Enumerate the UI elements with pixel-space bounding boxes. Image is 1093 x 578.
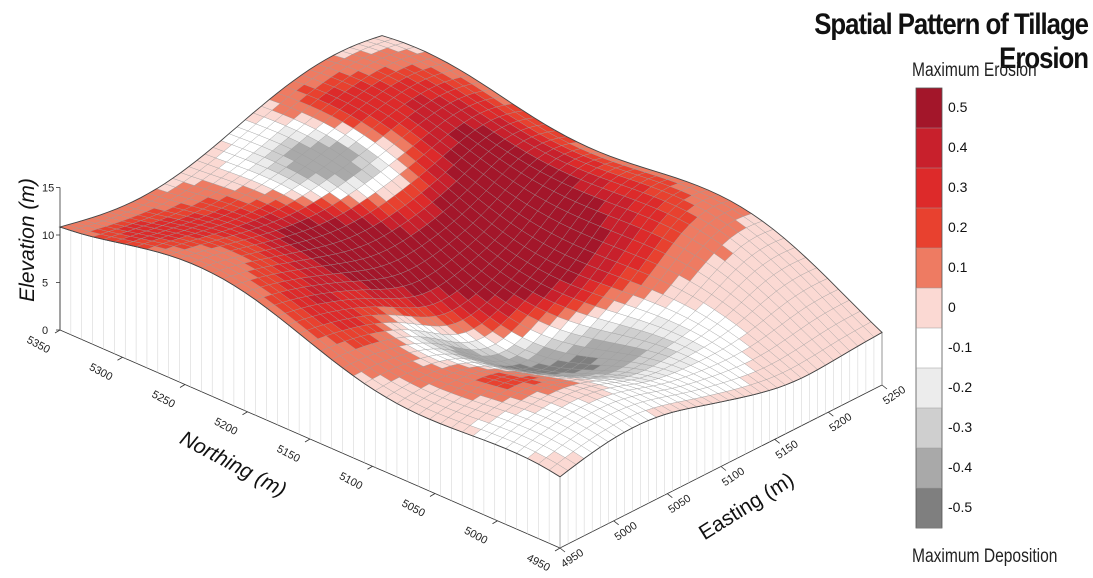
northing-tick xyxy=(367,465,373,470)
legend-top-label: Maximum Erosion xyxy=(912,60,1037,81)
elevation-tick-label: 10 xyxy=(42,230,54,242)
northing-tick xyxy=(429,493,436,497)
easting-tick xyxy=(774,439,780,444)
chart-title: Spatial Pattern of Tillage Erosion xyxy=(814,8,1089,75)
easting-tick xyxy=(667,493,673,498)
easting-tick xyxy=(828,411,834,417)
northing-tick xyxy=(304,438,311,443)
northing-tick-label: 5100 xyxy=(337,470,364,492)
easting-tick xyxy=(613,520,619,526)
northing-tick-label: 5050 xyxy=(400,498,427,520)
colorbar-tick-label: -0.1 xyxy=(948,339,972,355)
colorbar-swatch xyxy=(916,328,942,369)
colorbar-tick-label: 0 xyxy=(948,299,956,315)
northing-tick-label: 5000 xyxy=(462,525,489,547)
northing-tick-label: 4950 xyxy=(525,552,552,573)
surface-border xyxy=(58,35,883,478)
colorbar-swatch xyxy=(916,88,942,129)
easting-axis-title: Easting (m) xyxy=(695,468,798,544)
colorbar-tick-label: 0.3 xyxy=(948,179,968,195)
colorbar-swatch xyxy=(916,248,942,289)
northing-axis-title: Northing (m) xyxy=(176,427,290,502)
legend-bottom-label: Maximum Deposition xyxy=(912,546,1058,567)
colorbar-swatch xyxy=(916,488,942,529)
northing-tick-label: 5150 xyxy=(275,443,302,465)
northing-tick-label: 5300 xyxy=(87,361,114,383)
colorbar-swatch xyxy=(916,288,942,329)
colorbar-tick-label: -0.4 xyxy=(948,459,972,475)
northing-tick xyxy=(492,520,498,525)
elevation-axis-title: Elevation (m) xyxy=(16,178,39,302)
northing-tick xyxy=(54,329,61,334)
colorbar-swatch xyxy=(916,408,942,449)
northing-tick-label: 5200 xyxy=(212,416,239,438)
surface-layer xyxy=(58,35,883,549)
colorbar-tick-label: 0.4 xyxy=(948,139,968,155)
northing-tick xyxy=(554,547,561,552)
elevation-tick-label: 5 xyxy=(42,278,48,290)
colorbar-tick-label: 0.5 xyxy=(948,99,968,115)
colorbar-swatch xyxy=(916,368,942,409)
northing-tick xyxy=(179,384,186,388)
colorbar-swatch xyxy=(916,208,942,249)
easting-tick xyxy=(720,466,727,471)
colorbar-tick-label: -0.3 xyxy=(948,419,972,435)
colorbar-tick-label: 0.1 xyxy=(948,259,968,275)
northing-tick xyxy=(242,411,248,416)
northing-tick-label: 5350 xyxy=(25,334,52,356)
colorbar-tick-label: -0.2 xyxy=(948,379,972,395)
colorbar-swatch xyxy=(916,448,942,489)
colorbar-swatch xyxy=(916,128,942,169)
colorbar-tick-label: 0.2 xyxy=(948,219,968,235)
elevation-tick-label: 0 xyxy=(42,325,48,337)
northing-tick xyxy=(117,356,123,361)
northing-tick-label: 5250 xyxy=(150,389,177,411)
elevation-tick-label: 15 xyxy=(42,183,54,195)
easting-tick xyxy=(559,547,566,553)
easting-tick xyxy=(881,384,888,390)
colorbar: 0.5 0.4 0.3 0.2 0.1 0 -0.1 -0.2 -0.3 -0.4 -0.5 xyxy=(915,87,972,529)
colorbar-tick-label: -0.5 xyxy=(948,499,972,515)
colorbar-swatch xyxy=(916,168,942,209)
